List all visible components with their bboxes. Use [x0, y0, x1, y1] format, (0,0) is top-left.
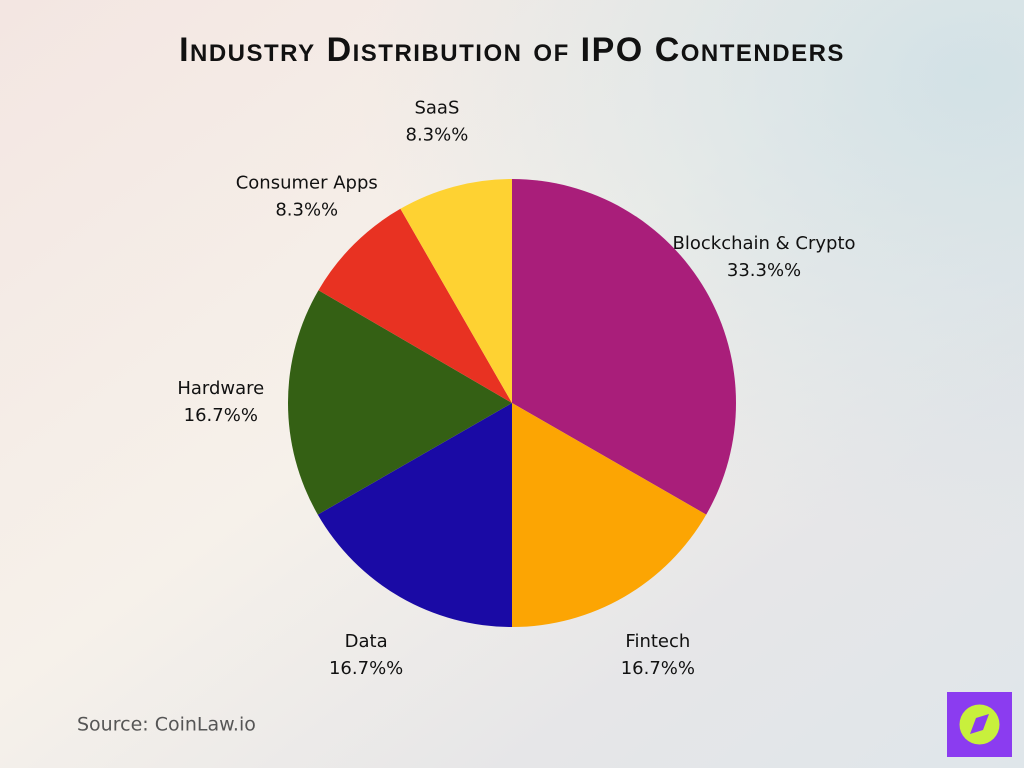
pie: Blockchain & Crypto 33.3%% Fintech 16.7%% Da…	[177, 98, 855, 679]
source: Source: CoinLaw.io	[77, 714, 256, 736]
data-label: 33.3%%	[727, 260, 801, 281]
slice-label: Data	[345, 631, 388, 652]
slice-label: SaaS	[414, 98, 459, 119]
slice-label: Consumer Apps	[236, 172, 378, 193]
pie-slice	[400, 179, 512, 403]
pie-slice	[317, 403, 512, 627]
slice-label: Fintech	[625, 631, 690, 652]
data-label: 8.3%%	[275, 199, 338, 220]
slice-label: Blockchain & Crypto	[673, 233, 856, 254]
data-label: 16.7%%	[329, 658, 403, 679]
pie-slice	[288, 290, 512, 515]
data-label: 16.7%%	[621, 658, 695, 679]
logo	[947, 692, 1012, 757]
chart-title: Industry Distribution of IPO Contenders	[179, 31, 845, 69]
data-label: 16.7%%	[184, 405, 258, 426]
pie-slice	[512, 403, 707, 627]
pie-slice	[512, 179, 736, 515]
data-label: 8.3%%	[406, 125, 469, 146]
pie-slice	[318, 208, 512, 403]
slice-label: Hardware	[177, 378, 264, 399]
